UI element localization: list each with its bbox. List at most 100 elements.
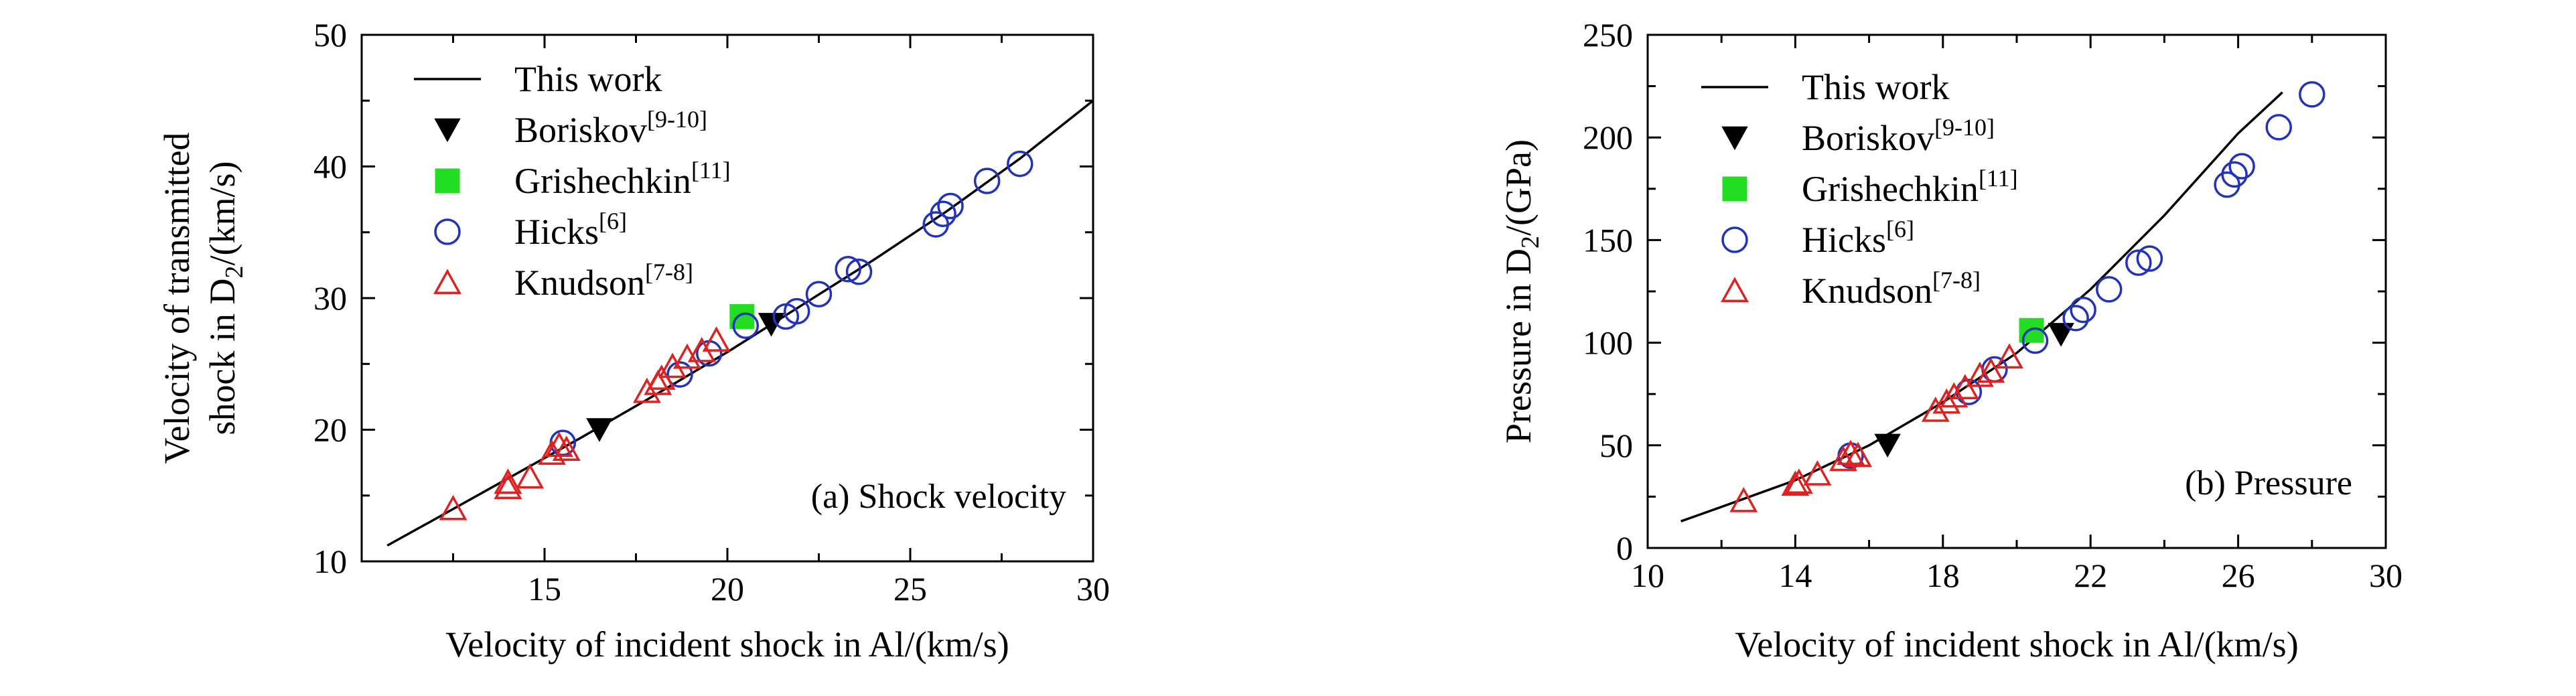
legend-entry-ref: [6] bbox=[1886, 216, 1914, 242]
legend-entry: Knudson[7-8] bbox=[1802, 267, 1981, 311]
legend-entry: Hicks[6] bbox=[1802, 216, 1914, 260]
data-point bbox=[835, 256, 861, 283]
y-axis-label-line1: Velocity of transmitted bbox=[157, 133, 197, 464]
data-point bbox=[1921, 397, 1950, 422]
legend-entry: This work bbox=[1802, 67, 1949, 107]
chart-panel-b: 10 14 18 22 26 30 0 50 100 150 200 250 Velocity of i… bbox=[1498, 16, 2403, 665]
y-axis-label-unit: /(km/s) bbox=[202, 161, 242, 266]
x-tick-label: 26 bbox=[2222, 557, 2255, 594]
legend-entry-name: This work bbox=[514, 59, 662, 99]
series-knudson bbox=[439, 326, 731, 520]
legend-entry-name: Hicks bbox=[514, 212, 599, 252]
legend-entry-ref: [11] bbox=[691, 157, 731, 184]
data-point bbox=[658, 352, 687, 378]
data-point bbox=[494, 468, 522, 494]
legend-marker bbox=[434, 118, 461, 143]
x-tick-label: 22 bbox=[2074, 557, 2107, 594]
legend-entry: This work bbox=[514, 59, 662, 99]
data-point bbox=[552, 435, 581, 462]
data-point bbox=[1837, 439, 1865, 466]
data-point bbox=[494, 474, 522, 500]
legend-entry: Boriskov[9-10] bbox=[514, 106, 707, 150]
data-point bbox=[516, 463, 545, 489]
y-tick-label: 0 bbox=[1616, 529, 1633, 567]
data-point bbox=[666, 361, 693, 388]
legend-entry-ref: [7-8] bbox=[1932, 267, 1981, 293]
chart-panel-a: 15 20 25 30 10 20 30 40 50 Velocity of incident s… bbox=[157, 16, 1110, 665]
data-point bbox=[1977, 357, 2005, 383]
data-point bbox=[732, 312, 760, 340]
legend-marker bbox=[434, 218, 461, 245]
panel-title: (a) Shock velocity bbox=[811, 478, 1066, 516]
legend-entry-name: Boriskov bbox=[514, 110, 647, 150]
y-tick-label: 150 bbox=[1583, 221, 1633, 259]
legend: This work Boriskov[9-10] Grishechkin[11] Hi… bbox=[414, 59, 731, 303]
legend-marker bbox=[1721, 126, 1748, 151]
panel-title: (b) Pressure bbox=[2185, 464, 2352, 502]
data-point bbox=[2221, 161, 2248, 188]
data-point bbox=[845, 258, 873, 285]
legend-entry-name: Grishechkin bbox=[1802, 169, 1979, 209]
x-tick-label: 18 bbox=[1926, 557, 1960, 594]
data-point bbox=[2299, 81, 2325, 108]
data-point bbox=[1940, 382, 1969, 408]
legend-entry-ref: [9-10] bbox=[647, 106, 707, 133]
data-point bbox=[1007, 150, 1033, 178]
x-tick-label: 30 bbox=[1076, 570, 1110, 608]
legend-entry-ref: [9-10] bbox=[1934, 114, 1995, 141]
data-point bbox=[2228, 153, 2255, 180]
y-axis-label-subscript: 2 bbox=[220, 266, 248, 279]
data-point bbox=[1874, 433, 1901, 458]
data-point bbox=[1995, 343, 2023, 369]
data-point bbox=[586, 418, 613, 442]
data-point bbox=[1932, 388, 1961, 414]
x-axis-label: Velocity of incident shock in Al/(km/s) bbox=[1735, 624, 2298, 665]
data-point bbox=[2125, 249, 2152, 276]
x-axis-label: Velocity of incident shock in Al/(km/s) bbox=[445, 624, 1009, 665]
legend-entry: Hicks[6] bbox=[514, 208, 627, 252]
legend-entry: Knudson[7-8] bbox=[514, 259, 693, 303]
series-knudson bbox=[1729, 343, 2023, 512]
legend-entry-name: Hicks bbox=[1802, 220, 1886, 260]
legend-entry-ref: [6] bbox=[599, 208, 627, 234]
legend-entry: Grishechkin[11] bbox=[1802, 165, 2018, 209]
series-boriskov bbox=[586, 313, 785, 442]
data-point bbox=[1950, 374, 1979, 400]
legend-entry-ref: [7-8] bbox=[645, 259, 693, 285]
x-tick-label: 10 bbox=[1631, 557, 1664, 594]
y-axis-label-unit: /(GPa) bbox=[1498, 139, 1539, 236]
y-tick-label: 50 bbox=[1599, 427, 1633, 464]
legend-entry: Grishechkin[11] bbox=[514, 157, 731, 201]
series-this-work bbox=[386, 99, 1094, 547]
data-point bbox=[2048, 323, 2074, 347]
data-point bbox=[1844, 441, 1873, 468]
legend-marker bbox=[433, 269, 461, 295]
y-axis-label: Pressure in D2/(GPa) bbox=[1498, 139, 1545, 443]
y-tick-label: 50 bbox=[313, 16, 347, 54]
x-tick-label: 15 bbox=[528, 570, 561, 608]
data-point bbox=[1965, 361, 1994, 387]
y-tick-label: 20 bbox=[313, 411, 347, 449]
data-point bbox=[783, 297, 810, 325]
y-axis-label-text: shock in D bbox=[202, 279, 242, 435]
legend-marker bbox=[1722, 176, 1747, 202]
y-tick-label: 10 bbox=[313, 543, 347, 580]
data-point bbox=[805, 281, 833, 307]
data-point bbox=[439, 494, 468, 520]
legend-entry-ref: [11] bbox=[1979, 165, 2018, 192]
data-point bbox=[545, 431, 573, 458]
y-tick-label: 200 bbox=[1583, 119, 1633, 156]
legend-entry-name: Boriskov bbox=[1802, 118, 1934, 158]
data-point bbox=[2070, 296, 2096, 324]
legend: This work Boriskov[9-10] Grishechkin[11] Hi… bbox=[1701, 67, 2018, 311]
y-axis-label-text: Pressure in D bbox=[1498, 249, 1539, 443]
y-axis-label-subscript: 2 bbox=[1516, 236, 1545, 249]
legend-entry-name: Knudson bbox=[1802, 271, 1932, 311]
y-tick-label: 30 bbox=[313, 279, 347, 317]
data-point bbox=[632, 377, 661, 403]
data-point bbox=[2062, 305, 2089, 332]
data-point bbox=[1803, 460, 1832, 486]
data-point bbox=[1781, 470, 1810, 496]
y-axis-label: shock in D2/(km/s) bbox=[202, 161, 248, 435]
